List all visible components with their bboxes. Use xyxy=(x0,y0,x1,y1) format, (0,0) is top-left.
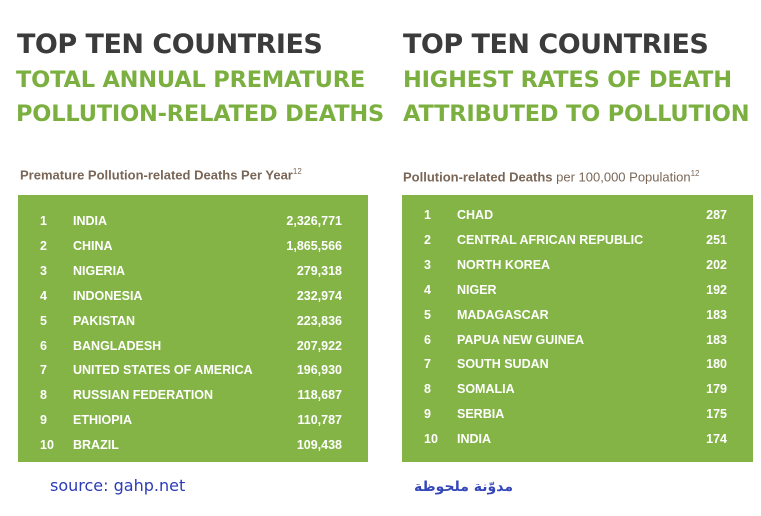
country: BANGLADESH xyxy=(73,338,162,353)
table-row: 3 NORTH KOREA 202 xyxy=(402,258,753,278)
table-row: 10 INDIA 174 xyxy=(402,432,753,452)
table-row: 6 PAPUA NEW GUINEA 183 xyxy=(402,333,753,353)
table-row: 8 RUSSIAN FEDERATION 118,687 xyxy=(18,388,368,408)
country: INDIA xyxy=(457,432,492,447)
table-row: 3 NIGERIA 279,318 xyxy=(18,264,368,284)
country: NORTH KOREA xyxy=(457,257,551,272)
value: 110,787 xyxy=(297,413,343,428)
table-row: 4 NIGER 192 xyxy=(402,283,753,303)
country: SERBIA xyxy=(457,407,505,422)
country: INDIA xyxy=(73,214,108,228)
country: MADAGASCAR xyxy=(457,307,549,322)
rank: 6 xyxy=(424,332,431,347)
country: RUSSIAN FEDERATION xyxy=(73,388,214,403)
country: SOMALIA xyxy=(457,382,515,397)
table-row: 10 BRAZIL 109,438 xyxy=(18,438,368,458)
rank: 9 xyxy=(424,407,431,422)
rank: 8 xyxy=(40,388,47,403)
table-row: 5 PAKISTAN 223,836 xyxy=(18,314,368,334)
left-title: TOP TEN COUNTRIES xyxy=(17,29,323,60)
value: 183 xyxy=(706,332,727,347)
table-row: 5 MADAGASCAR 183 xyxy=(402,308,753,328)
rank: 5 xyxy=(424,307,431,322)
rank: 10 xyxy=(40,438,54,453)
country: INDONESIA xyxy=(73,288,143,303)
rank: 10 xyxy=(424,432,438,447)
table-row: 1 CHAD 287 xyxy=(402,208,753,228)
value: 179 xyxy=(706,382,727,397)
right-subtitle-2: ATTRIBUTED TO POLLUTION xyxy=(403,101,750,127)
right-table: 1 CHAD 287 2 CENTRAL AFRICAN REPUBLIC 251 3 NOR… xyxy=(402,195,753,462)
value: 174 xyxy=(706,432,727,447)
value: 223,836 xyxy=(296,313,342,328)
rank: 3 xyxy=(40,263,47,278)
rank: 8 xyxy=(424,382,431,397)
country: NIGERIA xyxy=(73,263,126,278)
source-note: source: gahp.net xyxy=(50,476,186,495)
table-row: 9 ETHIOPIA 110,787 xyxy=(18,413,368,433)
left-table: 1 INDIA 2,326,771 2 CHINA 1,865,566 3 NIGERIA 27… xyxy=(18,195,368,462)
value: 207,922 xyxy=(296,338,342,353)
rank: 6 xyxy=(40,338,47,353)
rank: 1 xyxy=(424,208,431,222)
left-subtitle-1: TOTAL ANNUAL PREMATURE xyxy=(16,67,366,93)
country: SOUTH SUDAN xyxy=(457,357,549,372)
table-row: 4 INDONESIA 232,974 xyxy=(18,289,368,309)
footnote: 12 xyxy=(292,167,302,176)
right-table-caption: Pollution-related Deaths per 100,000 Pop… xyxy=(403,169,700,184)
right-title: TOP TEN COUNTRIES xyxy=(403,29,709,60)
country: PAKISTAN xyxy=(73,313,136,328)
right-subtitle-1: HIGHEST RATES OF DEATH xyxy=(403,67,732,93)
rank: 1 xyxy=(40,214,47,228)
value: 180 xyxy=(706,357,727,372)
rank: 9 xyxy=(40,413,47,428)
caption-rest: per 100,000 Population xyxy=(552,169,691,185)
left-table-caption: Premature Pollution-related Deaths Per Y… xyxy=(20,167,302,182)
country: NIGER xyxy=(457,282,497,297)
left-subtitle-2: POLLUTION-RELATED DEATHS xyxy=(16,101,384,127)
country: PAPUA NEW GUINEA xyxy=(457,332,585,347)
value: 251 xyxy=(706,232,727,247)
country: CENTRAL AFRICAN REPUBLIC xyxy=(457,232,644,247)
rank: 7 xyxy=(40,363,47,378)
table-row: 7 SOUTH SUDAN 180 xyxy=(402,357,753,377)
footnote: 12 xyxy=(690,169,700,178)
value: 279,318 xyxy=(296,263,342,278)
watermark: مدوّنة ملحوظة xyxy=(414,479,514,495)
rank: 7 xyxy=(424,357,431,372)
rank: 4 xyxy=(40,288,47,303)
table-row: 2 CHINA 1,865,566 xyxy=(18,239,368,259)
value: 196,930 xyxy=(296,363,342,378)
country: BRAZIL xyxy=(73,438,119,453)
rank: 3 xyxy=(424,257,431,272)
caption-bold: Premature Pollution-related Deaths Per Y… xyxy=(20,167,293,183)
value: 232,974 xyxy=(296,288,342,303)
rank: 4 xyxy=(424,282,431,297)
value: 118,687 xyxy=(297,388,343,403)
country: CHINA xyxy=(73,238,113,253)
value: 175 xyxy=(706,407,727,422)
value: 192 xyxy=(706,282,727,297)
value: 2,326,771 xyxy=(286,214,342,228)
value: 202 xyxy=(706,257,727,272)
country: ETHIOPIA xyxy=(73,413,133,428)
table-row: 9 SERBIA 175 xyxy=(402,407,753,427)
rank: 5 xyxy=(40,313,47,328)
value: 183 xyxy=(706,307,727,322)
value: 287 xyxy=(706,208,727,222)
rank: 2 xyxy=(40,238,47,253)
value: 1,865,566 xyxy=(286,238,342,253)
table-row: 8 SOMALIA 179 xyxy=(402,382,753,402)
table-row: 6 BANGLADESH 207,922 xyxy=(18,339,368,359)
table-row: 2 CENTRAL AFRICAN REPUBLIC 251 xyxy=(402,233,753,253)
value: 109,438 xyxy=(296,438,342,453)
caption-bold: Pollution-related Deaths xyxy=(403,169,553,185)
rank: 2 xyxy=(424,232,431,247)
country: UNITED STATES OF AMERICA xyxy=(73,363,253,378)
country: CHAD xyxy=(457,208,494,222)
table-row: 7 UNITED STATES OF AMERICA 196,930 xyxy=(18,363,368,383)
table-row: 1 INDIA 2,326,771 xyxy=(18,214,368,234)
